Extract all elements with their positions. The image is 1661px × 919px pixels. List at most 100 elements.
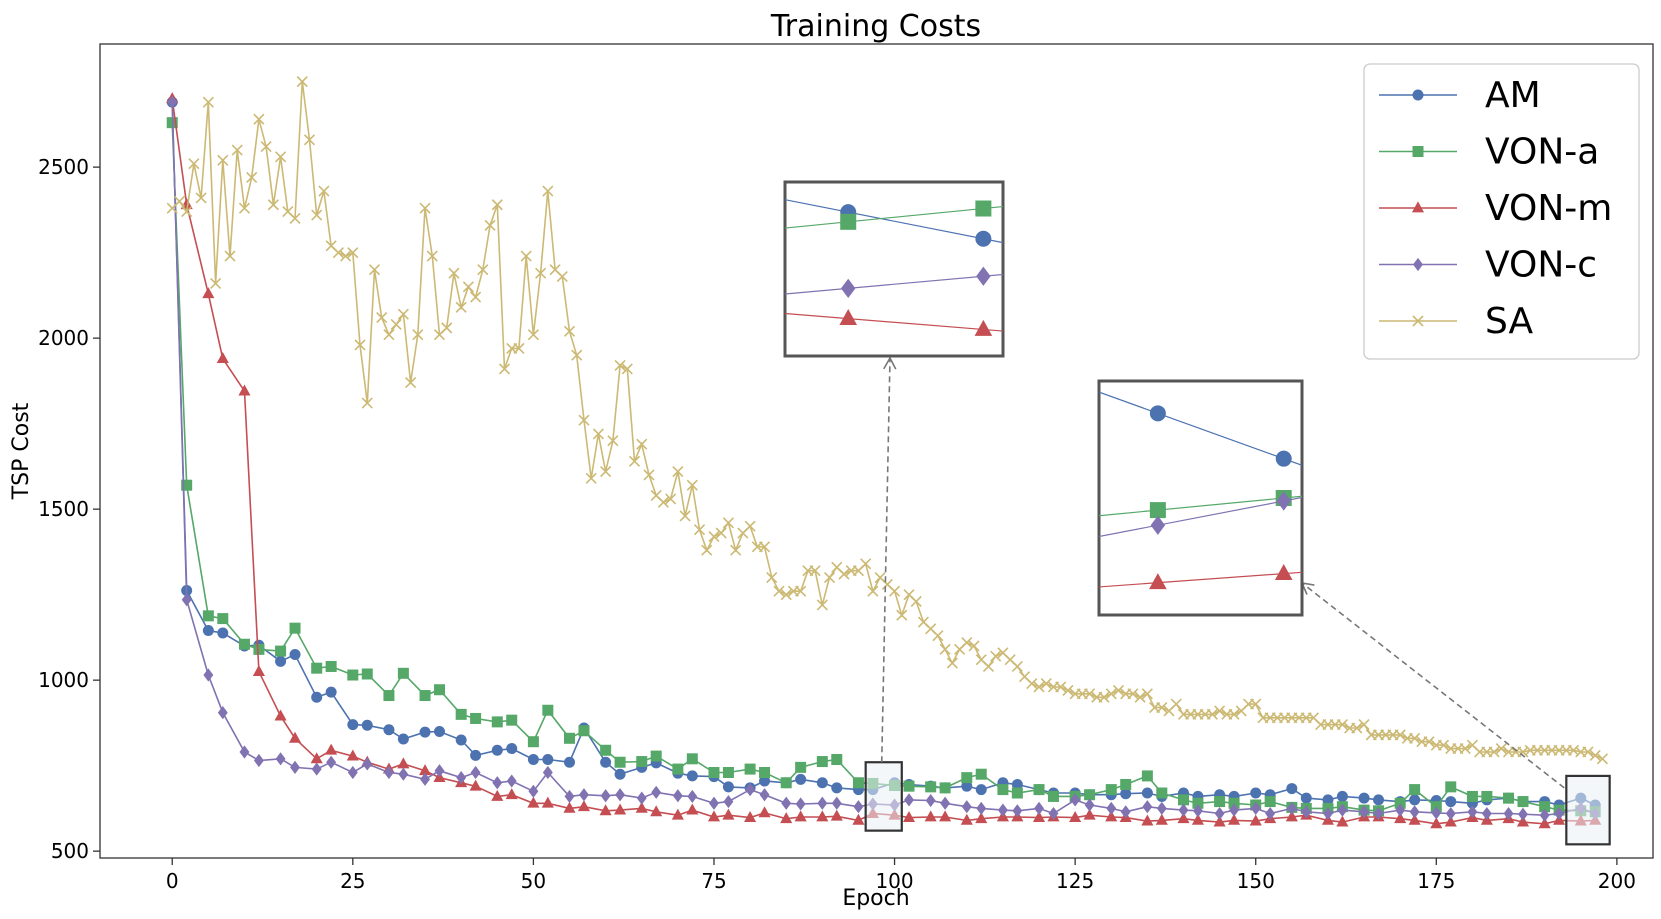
inset-am-point bbox=[1149, 405, 1166, 422]
x-axis-label: Epoch bbox=[842, 886, 909, 911]
sa-point bbox=[896, 609, 908, 621]
sa-point bbox=[780, 589, 792, 601]
von-m-point bbox=[238, 384, 251, 396]
von-a-point bbox=[1120, 778, 1132, 790]
sa-point bbox=[1055, 681, 1067, 693]
von-m-point bbox=[744, 811, 757, 823]
sa-point bbox=[181, 206, 193, 218]
sa-point bbox=[693, 524, 706, 536]
zoom-source-box-2 bbox=[1565, 774, 1611, 846]
von-m-point bbox=[599, 804, 612, 816]
von-c-point bbox=[1178, 803, 1189, 817]
von-a-point bbox=[1228, 797, 1240, 809]
von-m-point bbox=[1249, 814, 1262, 826]
legend-item-von-c: VON-c bbox=[1379, 245, 1597, 286]
sa-point bbox=[477, 264, 489, 276]
von-m-point bbox=[1191, 813, 1204, 825]
von-a-point bbox=[744, 763, 756, 775]
von-a-point bbox=[1394, 797, 1406, 809]
sa-point bbox=[614, 359, 626, 372]
y-tick-label-500: 500 bbox=[51, 839, 89, 863]
inset-von-m-line bbox=[785, 312, 1003, 332]
am-point bbox=[1141, 787, 1153, 799]
legend-marker-von-a bbox=[1412, 146, 1424, 157]
inset-von-c-point bbox=[841, 278, 856, 298]
sa-point bbox=[231, 144, 243, 156]
sa-point bbox=[303, 134, 316, 146]
sa-point bbox=[1214, 705, 1226, 717]
series-sa bbox=[166, 76, 1609, 765]
sa-point bbox=[455, 301, 467, 313]
von-m-point bbox=[491, 789, 504, 801]
von-a-point bbox=[831, 753, 843, 765]
legend-marker-sa bbox=[1412, 315, 1424, 327]
von-c-point bbox=[326, 755, 337, 769]
von-c-point bbox=[781, 796, 792, 810]
von-m-point bbox=[1228, 813, 1241, 825]
sa-point bbox=[296, 76, 308, 88]
sa-point bbox=[758, 541, 771, 553]
von-c-point bbox=[997, 803, 1008, 817]
von-m-point bbox=[418, 764, 432, 776]
am-point bbox=[831, 782, 843, 794]
von-a-point bbox=[253, 643, 265, 655]
von-c-point bbox=[1214, 806, 1225, 821]
sa-point bbox=[1228, 708, 1240, 720]
sa-point bbox=[1423, 736, 1435, 748]
von-c-point bbox=[456, 771, 467, 785]
y-tick-label-2500: 2500 bbox=[38, 155, 89, 179]
legend-marker-am bbox=[1412, 89, 1424, 101]
sa-point bbox=[188, 158, 200, 170]
von-a-point bbox=[614, 756, 626, 768]
sa-point bbox=[260, 141, 272, 153]
von-a-point bbox=[275, 645, 287, 657]
sa-point bbox=[1011, 660, 1023, 673]
von-c-point bbox=[347, 765, 358, 780]
von-c-point bbox=[636, 791, 647, 805]
am-point bbox=[289, 649, 301, 660]
sa-point bbox=[722, 517, 734, 529]
am-point bbox=[325, 686, 337, 698]
von-c-point bbox=[1323, 806, 1333, 821]
inset-von-a-line bbox=[785, 205, 1003, 229]
von-a-point bbox=[708, 766, 720, 778]
von-c-point bbox=[1301, 805, 1312, 819]
legend-item-am: AM bbox=[1379, 75, 1541, 116]
von-c-point bbox=[1359, 805, 1370, 819]
sa-point bbox=[354, 339, 366, 351]
sa-point bbox=[311, 209, 323, 221]
von-c-point bbox=[398, 767, 409, 781]
von-m-point bbox=[1336, 815, 1349, 827]
y-tick-label-2000: 2000 bbox=[38, 326, 89, 350]
am-point bbox=[361, 719, 373, 731]
am-point bbox=[686, 770, 698, 782]
x-tick-label-50: 50 bbox=[521, 869, 546, 893]
sa-point bbox=[1206, 708, 1218, 720]
am-point bbox=[419, 726, 431, 738]
inset-von-a-point bbox=[840, 213, 857, 230]
von-m-point bbox=[1538, 817, 1551, 829]
von-c-point bbox=[1012, 804, 1023, 818]
sa-point bbox=[1351, 722, 1363, 734]
legend-label-sa: SA bbox=[1485, 301, 1534, 342]
sa-point bbox=[246, 171, 258, 183]
am-point bbox=[564, 756, 576, 768]
am-point bbox=[383, 724, 395, 736]
von-a-point bbox=[816, 756, 828, 768]
von-c-point bbox=[1120, 805, 1131, 819]
von-a-point bbox=[997, 784, 1009, 796]
von-m-point bbox=[1444, 815, 1457, 827]
von-m-point bbox=[310, 752, 323, 764]
von-a-point bbox=[795, 761, 807, 773]
von-c-point bbox=[615, 788, 626, 802]
inset-von-m-point bbox=[1274, 564, 1293, 581]
sa-point bbox=[441, 322, 453, 334]
von-a-point bbox=[759, 766, 771, 778]
von-c-point bbox=[1395, 803, 1406, 817]
von-m-point bbox=[216, 352, 229, 364]
sa-point bbox=[1488, 746, 1500, 758]
von-a-point bbox=[686, 753, 698, 765]
sa-point bbox=[1409, 732, 1421, 744]
y-axis-label: TSP Cost bbox=[9, 402, 34, 500]
von-c-point bbox=[420, 772, 430, 786]
